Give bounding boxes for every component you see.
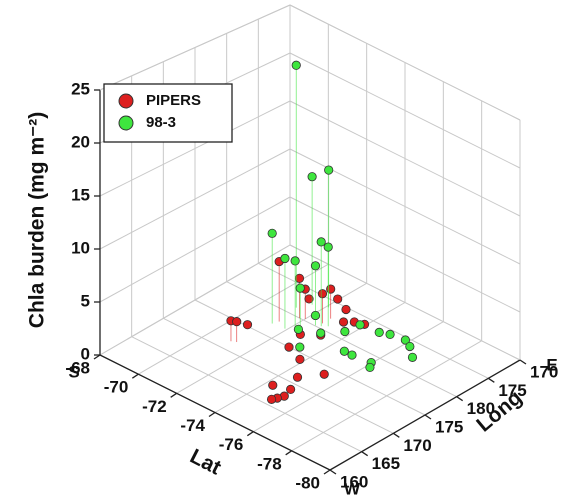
point: [347, 350, 357, 360]
grid-line: [226, 281, 457, 398]
point: [400, 335, 410, 345]
tick-mark: [361, 451, 369, 457]
point: [341, 304, 351, 315]
point: [304, 294, 314, 304]
y-tick-label: 170: [530, 362, 558, 381]
axis-end-label: W: [344, 479, 361, 498]
x-tick-label: -68: [65, 358, 90, 377]
point: [267, 228, 277, 238]
z-tick-label: 5: [81, 291, 90, 310]
point: [242, 320, 253, 330]
tick-mark: [392, 432, 400, 438]
point: [295, 283, 305, 293]
point: [310, 261, 321, 271]
point: [291, 60, 301, 70]
z-tick-label: 15: [71, 185, 90, 204]
y-tick-label: 165: [372, 454, 400, 473]
tick-mark: [323, 469, 331, 475]
grid-line: [99, 244, 291, 356]
marks-layer: [226, 60, 418, 404]
point: [326, 284, 336, 294]
x-tick-label: -72: [142, 397, 167, 416]
point: [385, 329, 395, 339]
x-tick-label: -74: [180, 416, 205, 435]
x-tick-label: -78: [257, 454, 282, 473]
tick-mark: [456, 396, 464, 402]
tick-mark: [487, 377, 495, 383]
grid-line: [99, 196, 291, 303]
point: [280, 253, 290, 264]
point: [405, 341, 415, 352]
point: [319, 369, 329, 379]
tick-mark: [246, 431, 254, 437]
point: [293, 324, 303, 334]
z-tick-label: 20: [71, 132, 90, 151]
legend-label: PIPERS: [146, 92, 201, 109]
z-tick-label: 0: [81, 344, 90, 363]
point: [310, 310, 321, 321]
point: [292, 372, 303, 382]
point: [407, 352, 418, 362]
x-tick-label: -70: [104, 378, 129, 397]
point: [307, 172, 317, 182]
x-tick-label: -76: [219, 435, 244, 454]
grid-line: [131, 336, 362, 453]
tick-mark: [519, 359, 527, 365]
x-tick-label: -80: [295, 473, 320, 492]
point: [268, 380, 278, 390]
point: [295, 354, 305, 364]
legend-marker: [118, 115, 134, 131]
point: [286, 384, 296, 394]
y-tick-label: 170: [403, 436, 431, 455]
legend-marker: [118, 93, 134, 109]
tick-mark: [170, 392, 178, 398]
point: [323, 242, 333, 252]
tick-mark: [329, 469, 337, 475]
axis-end-label: S: [68, 362, 79, 381]
z-tick-label: 10: [71, 238, 90, 257]
grid-line: [99, 100, 291, 197]
point: [316, 328, 326, 338]
point: [340, 326, 350, 337]
box-edge: [289, 4, 521, 121]
point: [365, 362, 375, 373]
point: [295, 342, 305, 352]
tick-mark: [131, 373, 139, 379]
tick-mark: [93, 354, 101, 360]
point: [317, 289, 328, 299]
box-edge: [99, 4, 291, 91]
point: [316, 237, 326, 247]
z-axis-title: Chla burden (mg m⁻²): [26, 112, 49, 328]
y-tick-label: 175: [498, 381, 526, 400]
legend-label: 98-3: [146, 114, 176, 131]
axis-end-label: E: [546, 355, 557, 374]
grid-line: [258, 262, 489, 379]
grid-line: [289, 52, 521, 169]
tick-mark: [285, 450, 293, 456]
point: [339, 346, 349, 356]
tick-mark: [424, 414, 432, 420]
point: [266, 394, 277, 404]
y-tick-label: 180: [467, 399, 495, 418]
box-edges: [93, 4, 527, 475]
point: [324, 165, 334, 175]
point: [333, 294, 343, 304]
point: [338, 317, 349, 327]
y-tick-label: 175: [435, 417, 463, 436]
y-tick-label: 160: [340, 472, 368, 491]
point: [355, 320, 365, 330]
point: [232, 317, 242, 327]
z-tick-label: 25: [71, 79, 90, 98]
point: [290, 256, 300, 266]
point: [284, 342, 294, 352]
point: [374, 327, 384, 337]
legend: PIPERS 98-3: [103, 83, 233, 143]
grid-line: [99, 148, 291, 250]
tick-mark: [208, 411, 216, 418]
grid-line: [289, 100, 521, 217]
grid-line: [163, 317, 394, 434]
